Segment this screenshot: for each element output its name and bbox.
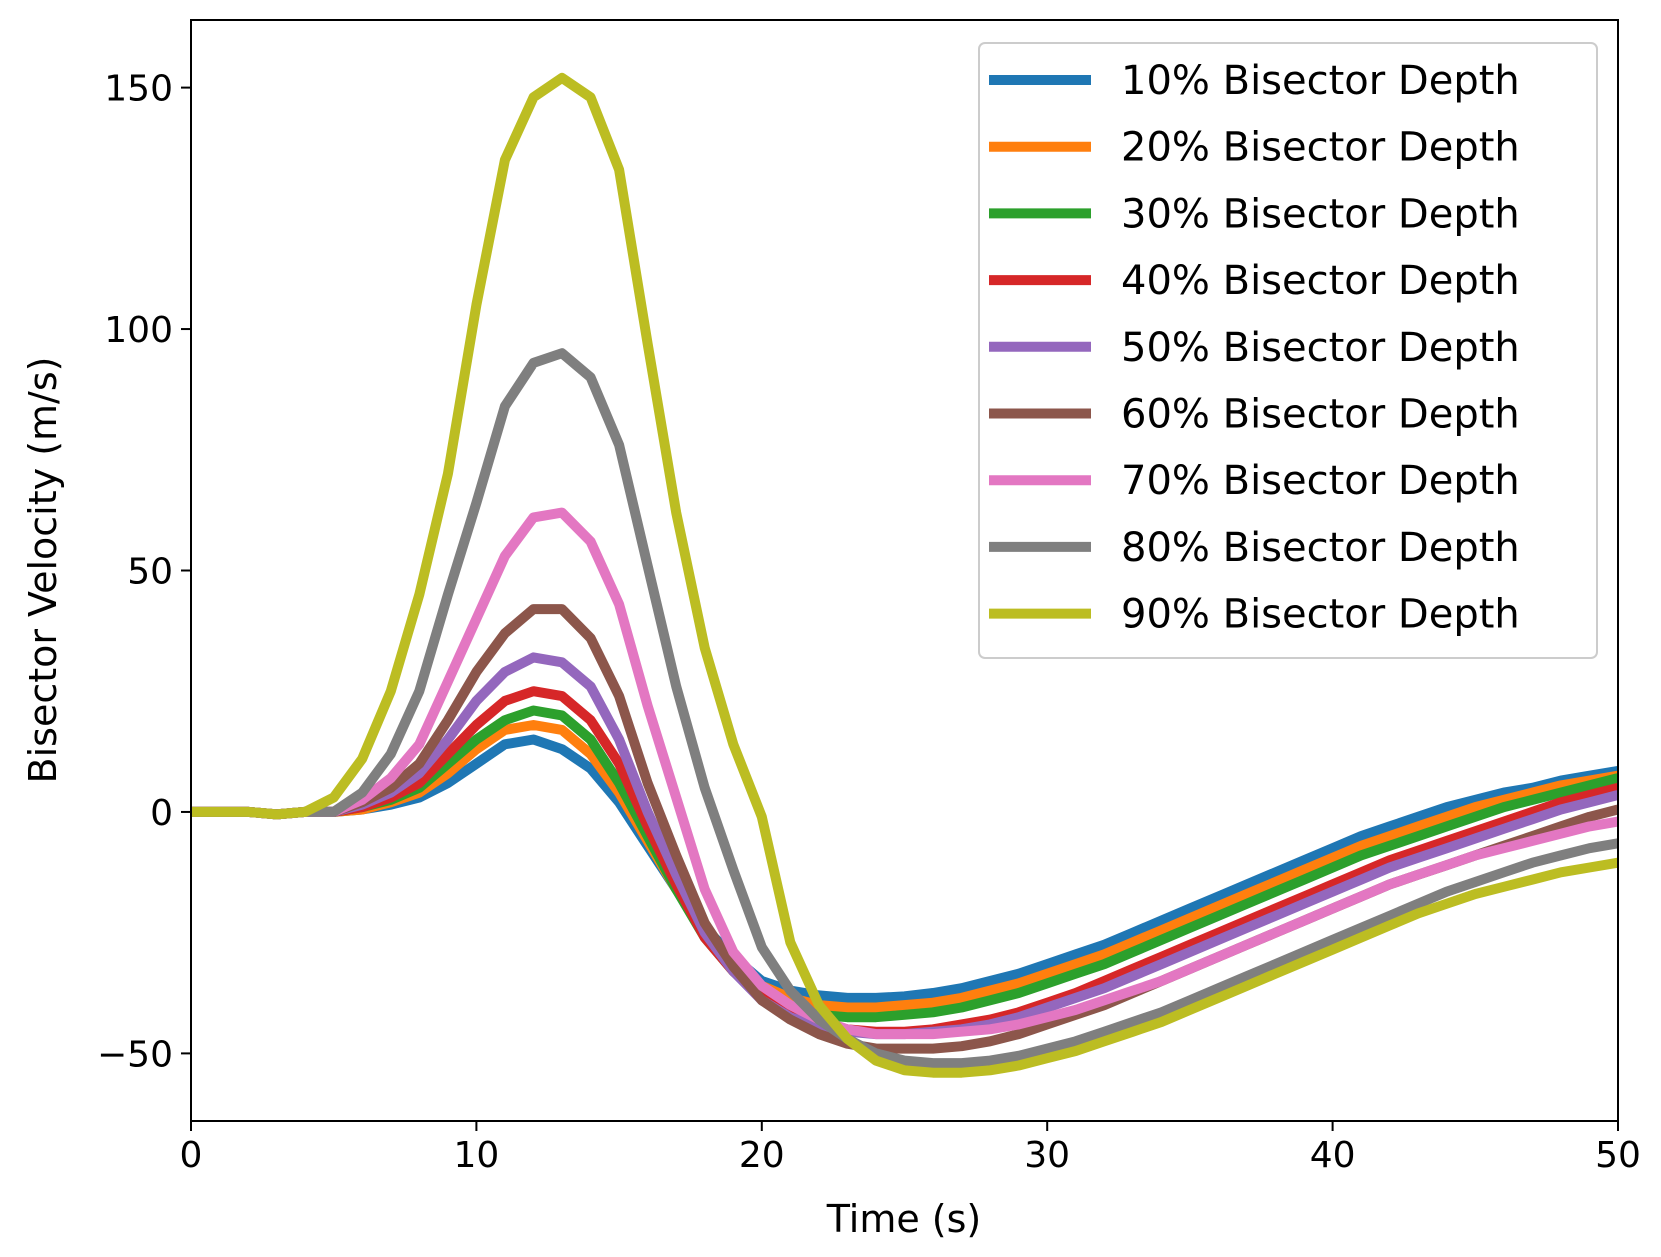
series-layer	[191, 72, 1618, 1078]
legend-label: 30% Bisector Depth	[1121, 191, 1520, 237]
legend-label: 80% Bisector Depth	[1121, 525, 1520, 571]
y-axis-label: Bisector Velocity (m/s)	[21, 357, 65, 784]
y-tick-label: 150	[104, 69, 173, 110]
x-tick-label: 50	[1595, 1135, 1641, 1176]
x-tick-label: 0	[180, 1135, 203, 1176]
y-tick-label: 50	[127, 552, 173, 593]
legend-label: 90% Bisector Depth	[1121, 592, 1520, 638]
legend: 10% Bisector Depth 20% Bisector Depth 30% …	[978, 42, 1598, 659]
series-line-80pct	[191, 348, 1618, 1069]
x-tick-label: 40	[1310, 1135, 1356, 1176]
legend-box	[978, 42, 1598, 659]
legend-label: 20% Bisector Depth	[1121, 125, 1520, 171]
y-tick-label: 0	[150, 793, 173, 834]
ticks-layer: 0 10 20 30 40 50 −50 0 50 100 150	[97, 69, 1641, 1176]
x-tick-label: 10	[453, 1135, 499, 1176]
legend-label: 60% Bisector Depth	[1121, 392, 1520, 438]
legend-label: 70% Bisector Depth	[1121, 458, 1520, 504]
legend-label: 10% Bisector Depth	[1121, 58, 1520, 104]
series-line-90pct	[191, 72, 1618, 1078]
x-tick-label: 20	[739, 1135, 785, 1176]
y-tick-label: −50	[97, 1034, 173, 1075]
x-axis-label: Time (s)	[826, 1197, 982, 1241]
y-tick-label: 100	[104, 310, 173, 351]
series-line-10pct	[191, 734, 1618, 1003]
legend-label: 40% Bisector Depth	[1121, 258, 1520, 304]
legend-label: 50% Bisector Depth	[1121, 325, 1520, 371]
series-line-70pct	[191, 507, 1618, 1040]
x-tick-label: 30	[1024, 1135, 1070, 1176]
